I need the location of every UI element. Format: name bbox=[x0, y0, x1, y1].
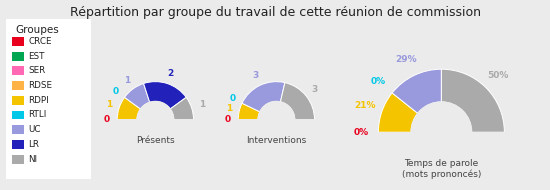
Bar bbox=[217, 119, 336, 141]
Bar bbox=[12, 81, 24, 90]
Text: Présents: Présents bbox=[136, 136, 175, 145]
Text: SER: SER bbox=[29, 66, 46, 75]
Text: 0: 0 bbox=[103, 115, 109, 124]
Text: Répartition par groupe du travail de cette réunion de commission: Répartition par groupe du travail de cet… bbox=[69, 6, 481, 19]
Wedge shape bbox=[124, 83, 150, 109]
Text: 1: 1 bbox=[106, 100, 112, 109]
Text: 3: 3 bbox=[311, 85, 318, 94]
Text: NI: NI bbox=[29, 155, 37, 164]
Circle shape bbox=[411, 102, 471, 162]
Text: EST: EST bbox=[29, 51, 45, 61]
Bar bbox=[12, 140, 24, 149]
Wedge shape bbox=[144, 82, 186, 109]
Text: RDSE: RDSE bbox=[29, 81, 52, 90]
Text: 0%: 0% bbox=[371, 78, 386, 86]
Bar bbox=[12, 125, 24, 134]
Text: UC: UC bbox=[29, 125, 41, 134]
FancyBboxPatch shape bbox=[1, 11, 95, 187]
Wedge shape bbox=[117, 97, 141, 120]
Text: 0: 0 bbox=[224, 115, 230, 124]
Bar bbox=[12, 52, 24, 61]
Bar bbox=[12, 96, 24, 105]
Bar bbox=[344, 131, 539, 167]
Text: CRCE: CRCE bbox=[29, 37, 52, 46]
Bar bbox=[12, 37, 24, 46]
Wedge shape bbox=[170, 97, 194, 120]
Wedge shape bbox=[280, 83, 315, 120]
Text: Interventions: Interventions bbox=[246, 136, 306, 145]
Text: RTLI: RTLI bbox=[29, 110, 47, 120]
Bar bbox=[96, 119, 214, 141]
Circle shape bbox=[137, 101, 174, 138]
Text: 1: 1 bbox=[124, 76, 130, 85]
Bar bbox=[12, 111, 24, 119]
Text: 29%: 29% bbox=[395, 55, 417, 64]
Text: 2: 2 bbox=[167, 69, 174, 78]
Circle shape bbox=[258, 101, 295, 138]
Text: 3: 3 bbox=[252, 71, 258, 80]
Wedge shape bbox=[242, 82, 285, 112]
Text: Groupes: Groupes bbox=[16, 25, 59, 35]
Text: Temps de parole
(mots prononcés): Temps de parole (mots prononcés) bbox=[402, 159, 481, 179]
Text: 21%: 21% bbox=[355, 101, 376, 110]
Text: RDPI: RDPI bbox=[29, 96, 49, 105]
Text: 0: 0 bbox=[113, 87, 119, 96]
Text: 1: 1 bbox=[199, 100, 205, 109]
Text: 0: 0 bbox=[229, 94, 235, 103]
Wedge shape bbox=[238, 103, 260, 120]
Text: 1: 1 bbox=[226, 105, 232, 113]
Text: 50%: 50% bbox=[488, 71, 509, 80]
Bar bbox=[12, 155, 24, 164]
Text: 0%: 0% bbox=[353, 128, 369, 137]
Wedge shape bbox=[392, 69, 441, 113]
Bar bbox=[12, 66, 24, 75]
Wedge shape bbox=[441, 69, 504, 132]
Wedge shape bbox=[378, 93, 418, 132]
Text: LR: LR bbox=[29, 140, 40, 149]
